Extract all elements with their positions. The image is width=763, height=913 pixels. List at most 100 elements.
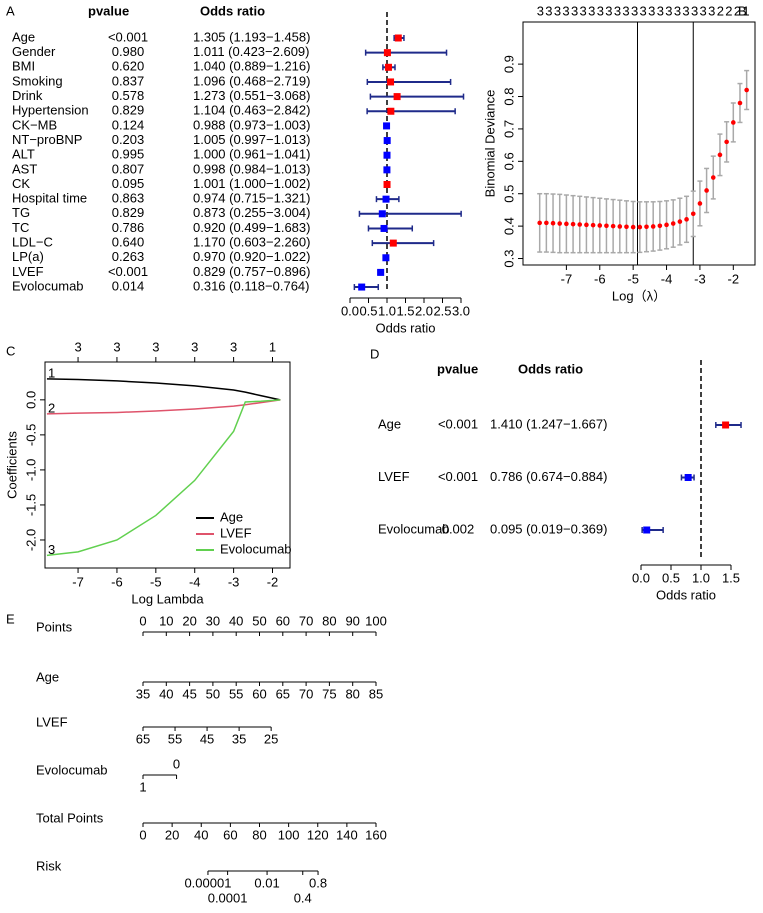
p-value: <0.001 xyxy=(108,29,148,44)
deviance-point xyxy=(717,152,723,158)
x-tick-label: -2 xyxy=(728,271,740,286)
row-label: Hypertension xyxy=(12,103,89,118)
deviance-point xyxy=(704,188,709,193)
x-tick-label: -5 xyxy=(627,271,639,286)
odds-ratio-label: 1.104 (0.463−2.842) xyxy=(193,103,310,118)
deviance-point xyxy=(557,221,563,226)
x-tick-label: 1.0 xyxy=(378,303,396,318)
top-tick-label: 3 xyxy=(113,339,120,354)
odds-ratio-box xyxy=(358,283,366,291)
panel-letter: D xyxy=(370,346,379,361)
x-tick-label: 2.0 xyxy=(415,303,433,318)
legend-label: Age xyxy=(220,509,243,524)
y-tick-label: 0.9 xyxy=(501,55,516,73)
odds-ratio-label: 1.001 (1.000−1.002) xyxy=(193,176,310,191)
deviance-point xyxy=(630,224,636,230)
odds-ratio-box xyxy=(722,421,730,429)
x-tick-label: 0.0 xyxy=(341,303,359,318)
tick-label: 50 xyxy=(252,613,266,628)
row-label: Evolocumab xyxy=(36,762,108,777)
deviance-point xyxy=(670,221,676,226)
p-value: 0.263 xyxy=(112,249,145,264)
p-value: 0.124 xyxy=(112,117,145,132)
panel-letter: C xyxy=(6,343,15,358)
top-tick-label: 3 xyxy=(191,339,198,354)
odds-ratio-box xyxy=(383,49,391,57)
odds-ratio-label: 1.040 (0.889−1.216) xyxy=(193,59,310,74)
tick-label: 0 xyxy=(173,756,180,771)
odds-ratio-label: 0.998 (0.984−1.013) xyxy=(193,161,310,176)
tick-label: 100 xyxy=(365,613,387,628)
tick-label: 20 xyxy=(182,613,196,628)
tick-label: 75 xyxy=(322,686,336,701)
deviance-point xyxy=(657,223,663,229)
deviance-point xyxy=(664,222,669,228)
y-tick-label: 0.4 xyxy=(501,217,516,235)
tick-label: 0.01 xyxy=(254,875,279,890)
top-tick-label: 3 xyxy=(152,339,159,354)
p-value: 0.002 xyxy=(442,521,475,536)
y-axis-label: Binomial Deviance xyxy=(482,90,497,198)
p-value: 0.095 xyxy=(112,176,145,191)
series-index-label: 3 xyxy=(48,542,55,557)
y-axis-label: Coefficients xyxy=(4,431,19,499)
row-label: Risk xyxy=(36,858,62,873)
row-label: Points xyxy=(36,619,73,634)
tick-label: 0 xyxy=(139,613,146,628)
plot-frame xyxy=(44,361,291,569)
odds-ratio-label: 0.829 (0.757−0.896) xyxy=(193,264,310,279)
tick-label: 60 xyxy=(223,827,237,842)
x-axis-label: Odds ratio xyxy=(376,320,436,335)
odds-ratio-label: 0.786 (0.674−0.884) xyxy=(490,469,607,484)
y-tick-label: -2.0 xyxy=(23,529,38,551)
y-tick-label: -1.0 xyxy=(23,459,38,481)
odds-ratio-box xyxy=(394,34,402,42)
y-tick-label: 0.8 xyxy=(501,87,516,105)
tick-label: 80 xyxy=(252,827,266,842)
row-label: TC xyxy=(12,220,29,235)
series-index-label: 2 xyxy=(48,400,55,415)
row-label: NT−proBNP xyxy=(12,132,82,147)
row-label: Evolocumab xyxy=(378,521,450,536)
deviance-point xyxy=(731,120,736,125)
deviance-point xyxy=(650,224,656,229)
legend-label: LVEF xyxy=(220,525,252,540)
x-axis-label: Odds ratio xyxy=(656,587,716,602)
tick-label: 0.00001 xyxy=(184,875,231,890)
x-tick-label: -6 xyxy=(111,574,123,589)
p-value: 0.014 xyxy=(112,278,145,293)
column-header: Odds ratio xyxy=(518,361,583,376)
top-axis-label: 3333333333333333333332221 xyxy=(537,3,750,18)
odds-ratio-box xyxy=(684,474,692,481)
odds-ratio-box xyxy=(387,78,395,86)
odds-ratio-box xyxy=(377,268,385,276)
tick-label: 0.0001 xyxy=(208,890,248,905)
deviance-point xyxy=(637,224,643,230)
x-tick-label: -3 xyxy=(694,271,706,286)
tick-label: 1 xyxy=(139,779,146,794)
tick-label: 35 xyxy=(232,731,246,746)
row-label: Drink xyxy=(12,88,43,103)
x-tick-label: 0.5 xyxy=(359,303,377,318)
row-label: CK xyxy=(12,176,30,191)
odds-ratio-label: 0.095 (0.019−0.369) xyxy=(490,521,607,536)
row-label: LDL−C xyxy=(12,235,53,250)
row-label: BMI xyxy=(12,59,35,74)
y-tick-label: 0.0 xyxy=(23,391,38,409)
tick-label: 85 xyxy=(369,686,383,701)
p-value: 0.640 xyxy=(112,235,145,250)
p-value: 0.980 xyxy=(112,44,145,59)
odds-ratio-box xyxy=(383,137,391,145)
top-tick-label: 1 xyxy=(269,339,276,354)
tick-label: 45 xyxy=(200,731,214,746)
p-value: 0.203 xyxy=(112,132,145,147)
p-value: 0.863 xyxy=(112,191,145,206)
row-label: LP(a) xyxy=(12,249,44,264)
column-header: pvalue xyxy=(88,3,129,18)
odds-ratio-label: 1.273 (0.551−3.068) xyxy=(193,88,310,103)
odds-ratio-label: 0.970 (0.920−1.022) xyxy=(193,249,310,264)
tick-label: 65 xyxy=(276,686,290,701)
tick-label: 80 xyxy=(345,686,359,701)
x-tick-label: -5 xyxy=(150,574,162,589)
x-tick-label: 1.5 xyxy=(396,303,414,318)
